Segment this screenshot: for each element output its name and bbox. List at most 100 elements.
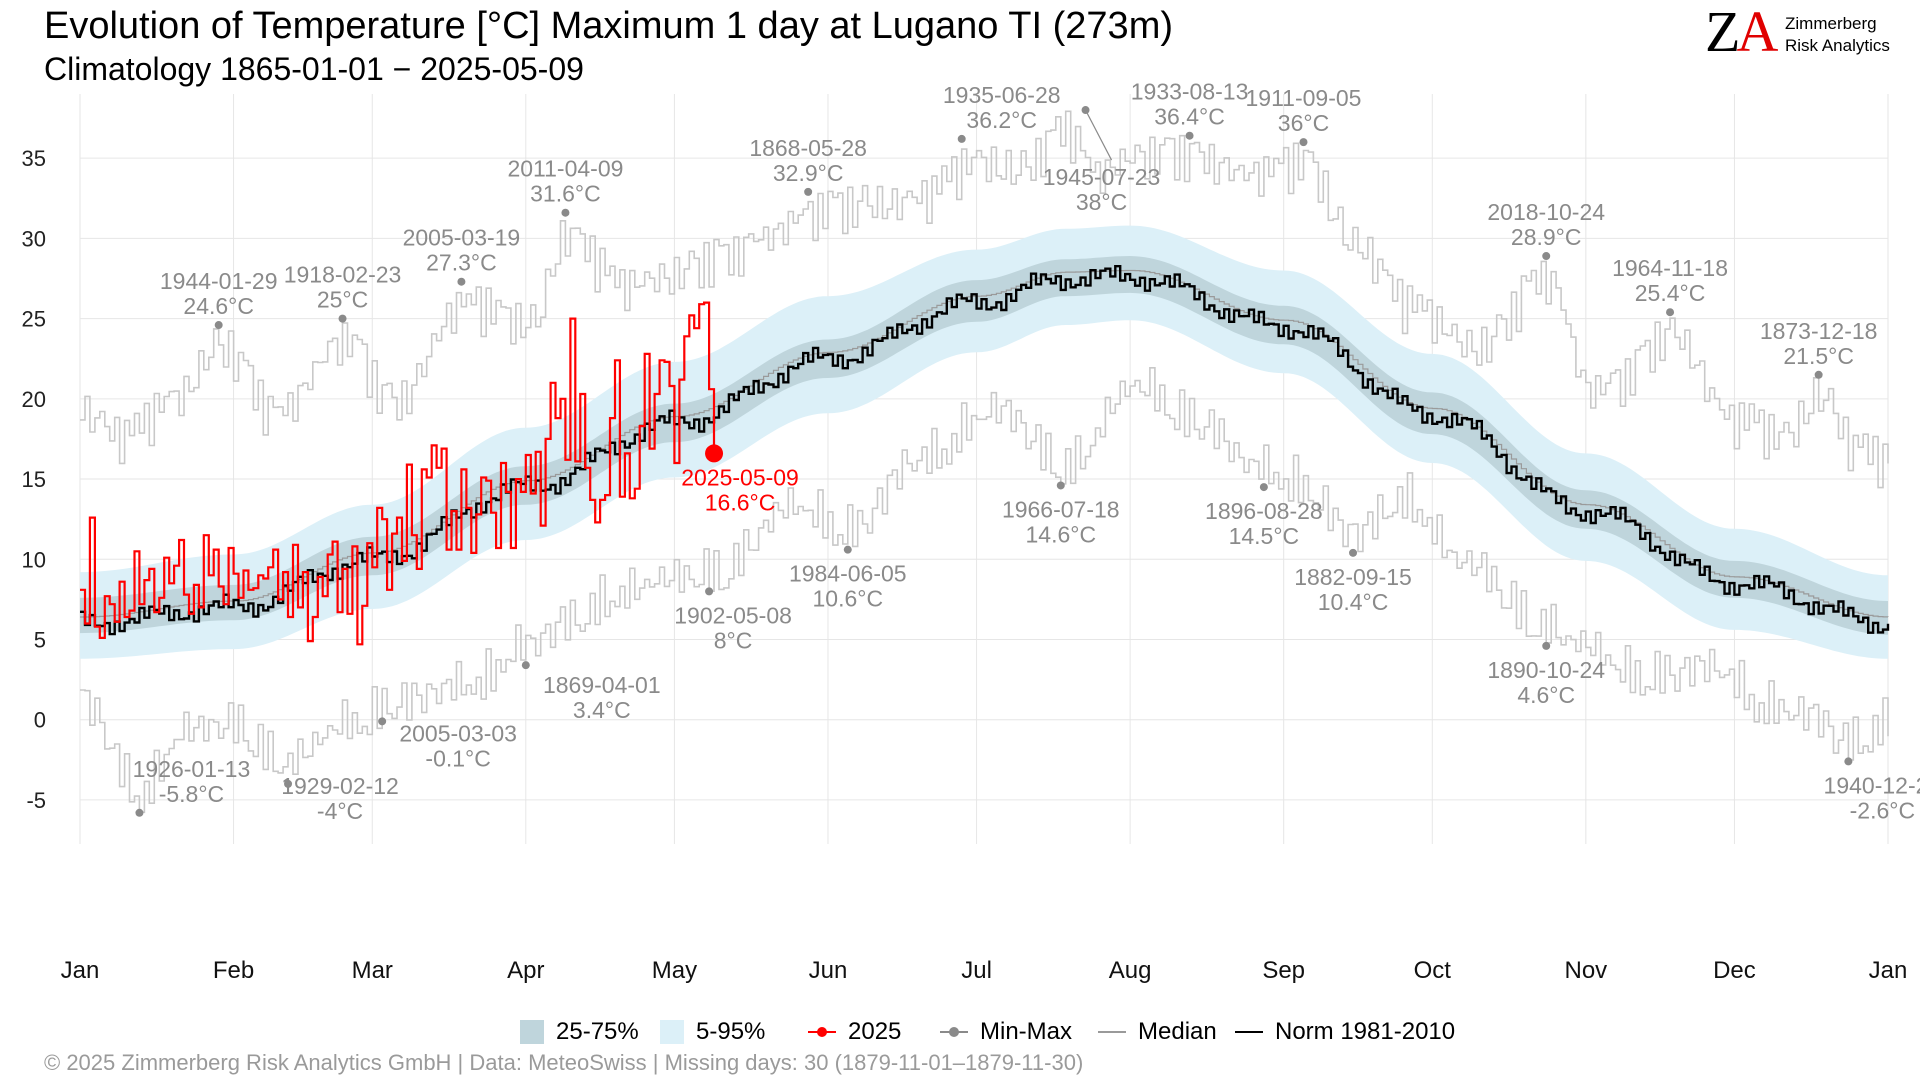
min-record-date: 1966-07-18 xyxy=(1002,496,1120,522)
max-record-value: 36°C xyxy=(1278,110,1329,136)
x-tick-label: Jan xyxy=(61,957,100,984)
max-record-value: 36.2°C xyxy=(966,107,1037,133)
logo-text-line1: Zimmerberg xyxy=(1785,14,1877,33)
series-2025-last-date: 2025-05-09 xyxy=(681,464,799,490)
chart-title: Evolution of Temperature [°C] Maximum 1 … xyxy=(44,5,1173,47)
min-record-point xyxy=(1349,548,1358,557)
max-record-point xyxy=(338,314,347,323)
max-record-date: 1944-01-29 xyxy=(160,268,278,294)
max-record-value: 36.4°C xyxy=(1154,104,1225,130)
legend-item: Median xyxy=(1098,1014,1217,1050)
min-record-date: 2005-03-03 xyxy=(399,720,517,746)
chart-legend: 25-75% 5-95% 2025 Min-Max Median Norm 1981-20… xyxy=(0,1014,1920,1050)
logo-text-line2: Risk Analytics xyxy=(1785,36,1890,55)
max-record-date: 2011-04-09 xyxy=(507,156,623,182)
max-record-point xyxy=(1185,131,1194,140)
y-tick-label: -5 xyxy=(26,788,46,813)
min-record-point xyxy=(1056,481,1065,490)
min-record-point xyxy=(843,545,852,554)
min-record-value: 4.6°C xyxy=(1517,682,1575,708)
max-record-point xyxy=(561,208,570,217)
min-record-point xyxy=(1844,757,1853,766)
max-record-leader xyxy=(1085,109,1113,161)
max-record-date: 1933-08-13 xyxy=(1131,79,1249,105)
x-tick-label: May xyxy=(652,957,697,984)
max-record-value: 21.5°C xyxy=(1783,343,1854,369)
min-record-value: 14.6°C xyxy=(1025,521,1096,547)
norm-1981-2010-line xyxy=(80,265,1890,636)
min-record-point xyxy=(1542,641,1551,650)
series-2025-line xyxy=(80,301,716,646)
y-tick-label: 30 xyxy=(22,226,46,251)
legend-item: Norm 1981-2010 xyxy=(1235,1014,1455,1050)
copyright-footer: © 2025 Zimmerberg Risk Analytics GmbH | … xyxy=(44,1050,1084,1075)
y-tick-label: 0 xyxy=(34,708,46,733)
min-record-date: 1882-09-15 xyxy=(1294,564,1412,590)
min-record-point xyxy=(521,661,530,670)
min-record-date: 1896-08-28 xyxy=(1205,498,1323,524)
company-logo: ZA Zimmerberg Risk Analytics xyxy=(1705,2,1905,68)
y-tick-label: 15 xyxy=(22,467,46,492)
legend-key xyxy=(660,1020,684,1044)
x-tick-label: Jan xyxy=(1869,957,1908,984)
min-record-value: -5.8°C xyxy=(159,781,224,807)
legend-item: 2025 xyxy=(808,1014,901,1050)
max-record-value: 32.9°C xyxy=(773,160,844,186)
legend-item: 25-75% xyxy=(520,1014,639,1050)
series-2025-last-value: 16.6°C xyxy=(705,489,776,515)
y-tick-label: 35 xyxy=(22,146,46,171)
min-record-date: 1929-02-12 xyxy=(281,773,399,799)
x-tick-label: Nov xyxy=(1564,957,1607,984)
max-record-value: 25°C xyxy=(317,287,368,313)
max-record-point xyxy=(1299,138,1308,147)
x-tick-label: Aug xyxy=(1109,957,1152,984)
y-tick-label: 5 xyxy=(34,627,46,652)
min-record-value: 10.4°C xyxy=(1318,589,1389,615)
min-record-value: -0.1°C xyxy=(425,745,490,771)
max-record-point xyxy=(1666,308,1675,317)
legend-key xyxy=(520,1020,544,1044)
temperature-chart: -5 0 5 10 15 20 25 30 35 Jan Feb Mar Apr May Jun Jul Aug… xyxy=(22,79,1920,984)
max-record-date: 1918-02-23 xyxy=(284,262,402,288)
y-tick-label: 20 xyxy=(22,387,46,412)
legend-label: 2025 xyxy=(848,1018,902,1045)
min-record-point xyxy=(1259,483,1268,492)
max-record-date: 1935-06-28 xyxy=(943,82,1061,108)
min-record-value: 3.4°C xyxy=(573,697,631,723)
x-tick-label: Sep xyxy=(1262,957,1305,984)
min-record-line xyxy=(80,367,1889,814)
max-record-date: 1868-05-28 xyxy=(749,135,867,161)
max-record-value: 24.6°C xyxy=(183,293,254,319)
y-tick-label: 25 xyxy=(22,307,46,332)
x-tick-label: Feb xyxy=(213,957,254,984)
max-record-line xyxy=(80,110,1889,489)
max-record-date: 1964-11-18 xyxy=(1612,255,1728,281)
legend-item: 5-95% xyxy=(660,1014,765,1050)
max-record-date: 1873-12-18 xyxy=(1760,318,1878,344)
logo-mark-a: A xyxy=(1736,0,1778,64)
max-record-value: 27.3°C xyxy=(426,250,497,276)
legend-label: Norm 1981-2010 xyxy=(1275,1018,1456,1045)
legend-label: Min-Max xyxy=(980,1018,1073,1045)
legend-key xyxy=(1235,1021,1263,1043)
min-record-date: 1940-12-23 xyxy=(1824,772,1920,798)
min-record-date: 1902-05-08 xyxy=(674,602,792,628)
max-record-value: 28.9°C xyxy=(1511,224,1582,250)
x-tick-label: Mar xyxy=(352,957,393,984)
legend-key xyxy=(808,1021,836,1043)
min-record-date: 1926-01-13 xyxy=(133,756,251,782)
legend-label: 25-75% xyxy=(556,1018,639,1045)
max-record-value: 31.6°C xyxy=(530,181,601,207)
max-record-point xyxy=(1542,252,1551,261)
y-tick-label: 10 xyxy=(22,547,46,572)
max-record-value: 25.4°C xyxy=(1635,280,1706,306)
min-record-value: -4°C xyxy=(317,798,363,824)
min-record-date: 1984-06-05 xyxy=(789,561,907,587)
min-record-value: 8°C xyxy=(714,627,753,653)
legend-label: Median xyxy=(1138,1018,1217,1045)
min-record-value: 14.5°C xyxy=(1229,523,1300,549)
series-2025-last-point xyxy=(705,444,724,463)
max-record-point xyxy=(457,277,466,286)
x-tick-label: Apr xyxy=(507,957,544,984)
min-record-value: 10.6°C xyxy=(812,586,883,612)
